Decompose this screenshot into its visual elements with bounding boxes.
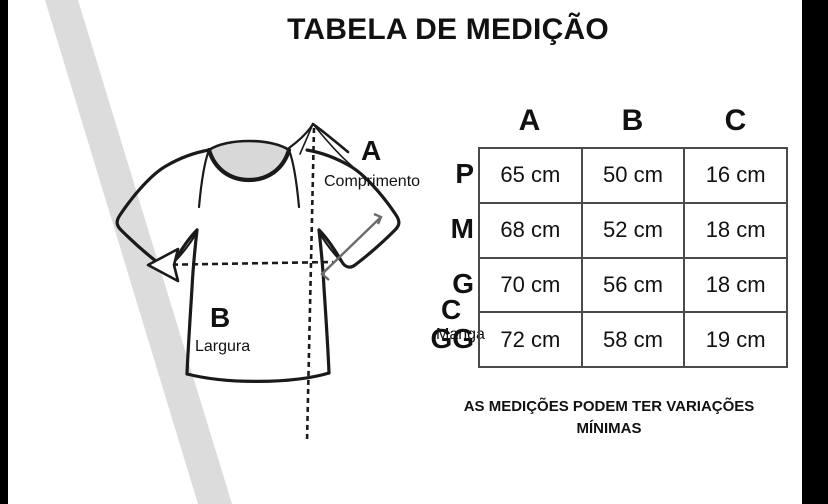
cell-m-a: 68 cm <box>478 201 583 259</box>
table-row-header-g: G <box>452 268 474 299</box>
guide-a-length <box>305 127 316 443</box>
table-column-header-a: A <box>518 104 541 137</box>
right-edge-bar <box>802 0 828 504</box>
disclaimer-line-1: AS MEDIÇÕES PODEM TER VARIAÇÕES <box>463 398 755 415</box>
cell-p-b: 50 cm <box>580 147 686 204</box>
label-c-name: Manga <box>436 326 485 343</box>
table-column-header-b: B <box>621 104 644 137</box>
cell-g-b: 56 cm <box>580 256 686 314</box>
cell-gg-b: 58 cm <box>580 311 686 368</box>
page-title: TABELA DE MEDIÇÃO <box>287 13 609 46</box>
table-row: 72 cm 58 cm 19 cm <box>478 311 788 368</box>
table-row-header-m: M <box>450 213 474 244</box>
table-row: 68 cm 52 cm 18 cm <box>478 201 788 259</box>
measurements-table: 65 cm 50 cm 16 cm 68 cm 52 cm 18 cm 70 c… <box>478 147 788 368</box>
label-a-letter: A <box>361 135 382 166</box>
guide-b-width <box>146 247 334 283</box>
table-row-header-gg: GG <box>430 323 474 354</box>
cell-p-c: 16 cm <box>683 147 788 204</box>
table-column-header-c: C <box>724 104 747 137</box>
cell-m-c: 18 cm <box>683 201 788 259</box>
cell-g-a: 70 cm <box>478 256 583 314</box>
cell-g-c: 18 cm <box>683 256 788 314</box>
cell-m-b: 52 cm <box>580 201 686 259</box>
label-a-name: Comprimento <box>324 173 421 190</box>
disclaimer-line-2: MÍNIMAS <box>576 419 642 437</box>
label-c-letter: C <box>441 294 462 325</box>
cell-gg-a: 72 cm <box>478 311 583 368</box>
left-edge-bar <box>0 0 8 504</box>
cell-p-a: 65 cm <box>478 147 583 204</box>
tshirt-diagram: A Comprimento B Largura C Manga <box>86 62 485 443</box>
table-row-header-p: P <box>455 158 474 189</box>
disclaimer-note: AS MEDIÇÕES PODEM TER VARIAÇÕES MÍNIMAS <box>414 396 804 440</box>
tshirt-illustration <box>115 122 401 443</box>
label-b-letter: B <box>210 302 231 333</box>
cell-gg-c: 19 cm <box>683 311 788 368</box>
table-row: 70 cm 56 cm 18 cm <box>478 256 788 314</box>
table-row: 65 cm 50 cm 16 cm <box>478 147 788 204</box>
guide-c-sleeve <box>320 212 383 281</box>
label-b-name: Largura <box>195 338 251 355</box>
